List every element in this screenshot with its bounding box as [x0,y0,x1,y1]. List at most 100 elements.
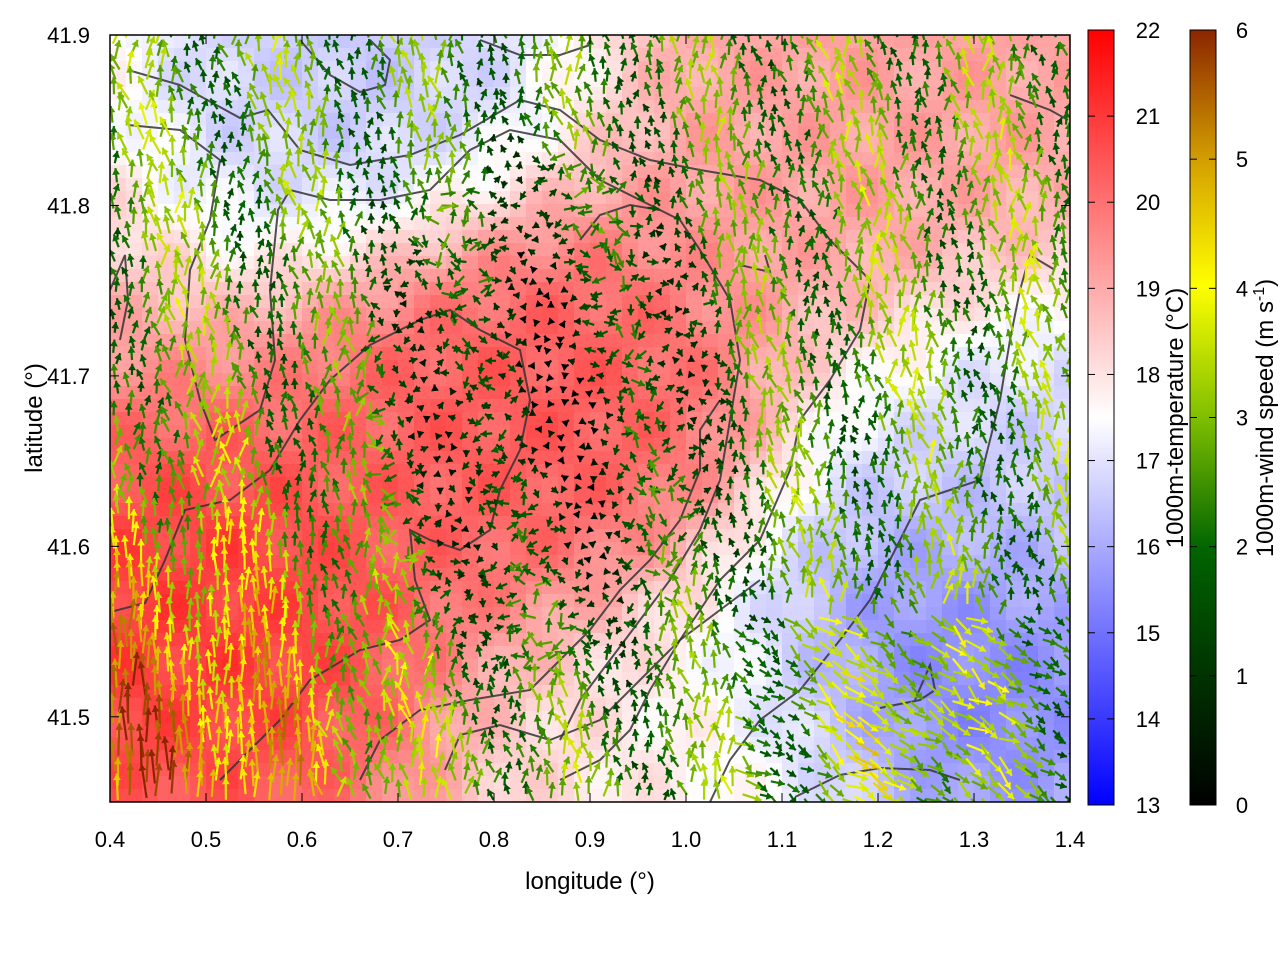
heatmap-cell [318,165,335,179]
heatmap-cell [526,477,543,491]
heatmap-cell [702,113,719,127]
heatmap-cell [206,282,223,296]
heatmap-cell [782,48,799,62]
heatmap-cell [462,737,479,751]
heatmap-cell [622,503,639,517]
heatmap-cell [766,74,783,88]
heatmap-cell [990,35,1007,49]
heatmap-cell [814,308,831,322]
heatmap-cell [1038,165,1055,179]
heatmap-cell [750,360,767,374]
heatmap-cell [382,373,399,387]
heatmap-cell [526,373,543,387]
heatmap-cell [414,100,431,114]
heatmap-cell [430,321,447,335]
heatmap-cell [478,594,495,608]
heatmap-cell [334,503,351,517]
heatmap-cell [942,165,959,179]
heatmap-cell [526,711,543,725]
heatmap-cell [878,581,895,595]
heatmap-cell [462,139,479,153]
heatmap-cell [798,48,815,62]
heatmap-cell [686,360,703,374]
heatmap-cell [622,217,639,231]
heatmap-cell [622,399,639,413]
heatmap-cell [414,334,431,348]
heatmap-cell [430,295,447,309]
heatmap-cell [494,360,511,374]
heatmap-cell [702,425,719,439]
heatmap-cell [958,230,975,244]
heatmap-cell [110,113,127,127]
heatmap-cell [478,607,495,621]
heatmap-cell [510,542,527,556]
heatmap-cell [910,607,927,621]
heatmap-cell [766,607,783,621]
heatmap-cell [718,620,735,634]
heatmap-cell [574,282,591,296]
heatmap-cell [1022,516,1039,530]
heatmap-cell [254,48,271,62]
heatmap-cell [830,607,847,621]
heatmap-cell [910,152,927,166]
heatmap-cell [1038,243,1055,257]
heatmap-cell [606,685,623,699]
heatmap-cell [222,113,239,127]
heatmap-cell [1022,61,1039,75]
heatmap-cell [622,542,639,556]
heatmap-cell [510,35,527,49]
heatmap-cell [670,87,687,101]
heatmap-cell [382,347,399,361]
heatmap-cell [222,477,239,491]
heatmap-cell [126,308,143,322]
heatmap-cell [318,360,335,374]
heatmap-cell [318,620,335,634]
heatmap-cell [206,581,223,595]
heatmap-cell [622,113,639,127]
heatmap-cell [654,711,671,725]
heatmap-cell [686,152,703,166]
heatmap-cell [382,295,399,309]
heatmap-cell [222,594,239,608]
heatmap-cell [206,139,223,153]
heatmap-cell [494,61,511,75]
heatmap-cell [622,789,639,802]
heatmap-cell [798,503,815,517]
heatmap-cell [558,451,575,465]
heatmap-cell [862,48,879,62]
heatmap-cell [1006,438,1023,452]
heatmap-cell [478,126,495,140]
heatmap-cell [510,87,527,101]
heatmap-cell [462,269,479,283]
heatmap-cell [398,308,415,322]
heatmap-cell [478,347,495,361]
heatmap-cell [830,35,847,49]
heatmap-cell [846,386,863,400]
heatmap-cell [830,100,847,114]
heatmap-cell [446,373,463,387]
heatmap-cell [782,74,799,88]
heatmap-cell [574,360,591,374]
heatmap-cell [462,48,479,62]
heatmap-cell [830,334,847,348]
heatmap-cell [542,191,559,205]
heatmap-cell [942,126,959,140]
heatmap-cell [718,633,735,647]
heatmap-cell [702,451,719,465]
heatmap-cell [238,139,255,153]
heatmap-cell [1038,74,1055,88]
heatmap-cell [654,451,671,465]
heatmap-cell [286,74,303,88]
heatmap-cell [686,724,703,738]
heatmap-cell [958,412,975,426]
heatmap-cell [942,178,959,192]
heatmap-cell [382,113,399,127]
heatmap-cell [302,100,319,114]
heatmap-cell [670,438,687,452]
heatmap-cell [766,724,783,738]
heatmap-cell [654,74,671,88]
heatmap-cell [590,35,607,49]
heatmap-cell [654,295,671,309]
heatmap-cell [750,113,767,127]
heatmap-cell [558,464,575,478]
